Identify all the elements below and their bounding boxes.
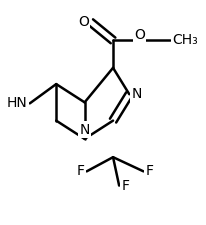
Text: O: O xyxy=(78,15,89,29)
Text: CH₃: CH₃ xyxy=(172,34,198,47)
Text: F: F xyxy=(77,164,85,178)
Text: N: N xyxy=(80,123,90,137)
Text: N: N xyxy=(131,87,142,101)
Text: F: F xyxy=(145,164,153,178)
Text: F: F xyxy=(121,179,129,193)
Text: HN: HN xyxy=(7,96,28,110)
Text: O: O xyxy=(134,28,145,43)
